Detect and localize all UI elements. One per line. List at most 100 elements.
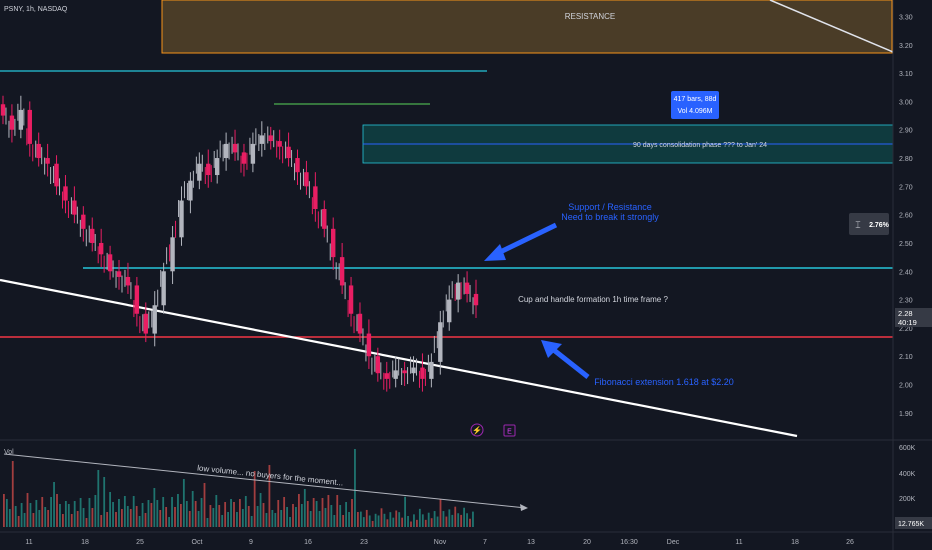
resistance-label: RESISTANCE [565, 12, 616, 21]
candle-body [429, 361, 434, 379]
candle-body [9, 115, 15, 130]
candle-body [250, 143, 256, 164]
volume-last-value: 12.765K [898, 521, 924, 528]
volume-bar [174, 507, 176, 527]
volume-bar [26, 493, 29, 527]
volume-bar [150, 503, 153, 527]
time-tick-label: 18 [791, 539, 799, 546]
volume-bar [147, 500, 150, 527]
arrow-support-icon[interactable] [484, 222, 558, 261]
volume-bar [362, 517, 365, 527]
volume-bar [162, 497, 165, 527]
earnings-event-glyph: E [507, 429, 512, 436]
volume-bar [177, 494, 179, 527]
time-axis[interactable]: 11 18 25 Oct 9 16 23 Nov 7 13 20 16:30 Dec 11 18 26 [25, 539, 854, 546]
volume-bar [469, 518, 471, 527]
resistance-trendline[interactable] [769, 0, 894, 53]
earnings-event-icon[interactable] [503, 424, 516, 437]
volume-bar [126, 506, 129, 527]
candle-body [286, 146, 291, 159]
volume-bar [203, 483, 206, 527]
candle-body [63, 186, 68, 201]
candle-body [331, 228, 336, 258]
volume-bar [191, 491, 194, 527]
time-tick-label: 16 [304, 539, 312, 546]
volume-bar [121, 509, 123, 527]
volume-bar [274, 513, 277, 527]
volume-bar [247, 506, 250, 527]
resistance-zone[interactable] [161, 0, 893, 54]
volume-bar [118, 499, 120, 527]
volume-bar [339, 505, 342, 527]
volume-bar [268, 465, 271, 527]
time-tick-label: Nov [434, 539, 447, 546]
time-tick-label: 7 [483, 539, 487, 546]
volume-bar [436, 516, 439, 527]
volume-bar [421, 514, 424, 527]
candle-body [277, 141, 282, 147]
time-tick-label: Dec [667, 539, 680, 546]
volume-bar [168, 517, 170, 527]
volume-bar [156, 500, 159, 527]
volume-bar [109, 492, 111, 527]
percent-badge[interactable] [849, 213, 889, 235]
price-axis[interactable]: 3.30 3.20 3.10 3.00 2.90 2.80 2.70 2.60 2.50 2.40… [899, 14, 913, 417]
volume-bar [11, 461, 14, 527]
volume-bar [256, 506, 259, 527]
volume-bar [239, 499, 241, 527]
volume-bar [3, 494, 5, 527]
candle-body [304, 172, 309, 187]
volume-bar [345, 502, 347, 527]
price-tick-label: 2.90 [899, 128, 913, 135]
volume-bar [230, 499, 232, 527]
volume-bar [383, 513, 386, 527]
volume-bar [206, 518, 209, 527]
candle-body [357, 313, 363, 334]
volume-bar [241, 509, 244, 527]
volume-bar [236, 512, 238, 527]
volume-bar [359, 511, 362, 527]
volume-bar [454, 506, 457, 527]
volume-bar [32, 513, 35, 527]
candle-body [197, 163, 202, 181]
volume-bar [377, 515, 380, 527]
price-tick-label: 2.70 [899, 184, 913, 191]
volume-bar [244, 496, 247, 527]
volume-pane-label: Vol [4, 449, 14, 456]
volume-bar [407, 516, 409, 527]
volume-bar [351, 499, 353, 527]
current-price-badge [895, 308, 932, 327]
volume-bar [309, 511, 312, 527]
volume-bar [141, 503, 144, 527]
candle-body [232, 143, 238, 153]
volume-bar [224, 502, 227, 527]
volume-bar [395, 510, 398, 527]
price-tick-label: 3.30 [899, 14, 913, 21]
volume-bar [315, 501, 318, 527]
dividend-event-icon[interactable] [470, 423, 484, 437]
volume-bar [303, 489, 306, 527]
volume-bar [159, 510, 162, 527]
volume-bar [418, 508, 421, 527]
arrow-fibonacci-icon[interactable] [541, 340, 590, 379]
candle-body [36, 143, 41, 159]
volume-bar [324, 508, 327, 527]
volume-bar [8, 509, 11, 527]
candle-body [143, 313, 148, 334]
measure-box[interactable] [671, 91, 719, 119]
volume-axis[interactable]: 600K 400K 200K [899, 445, 916, 503]
volume-bar [76, 511, 79, 527]
volume-bar [73, 501, 76, 527]
descending-trendline[interactable] [0, 278, 798, 438]
symbol-title: PSNY, 1h, NASDAQ [4, 6, 68, 13]
price-tick-label: 2.50 [899, 241, 913, 248]
volume-bar [64, 501, 67, 527]
volume-bar [227, 512, 229, 527]
candle-body [45, 158, 50, 164]
price-tick-label: 3.20 [899, 43, 913, 50]
volume-bar [153, 488, 156, 527]
volume-bar [182, 479, 185, 527]
volume-bar [194, 501, 197, 527]
volume-trendline[interactable] [3, 453, 527, 509]
